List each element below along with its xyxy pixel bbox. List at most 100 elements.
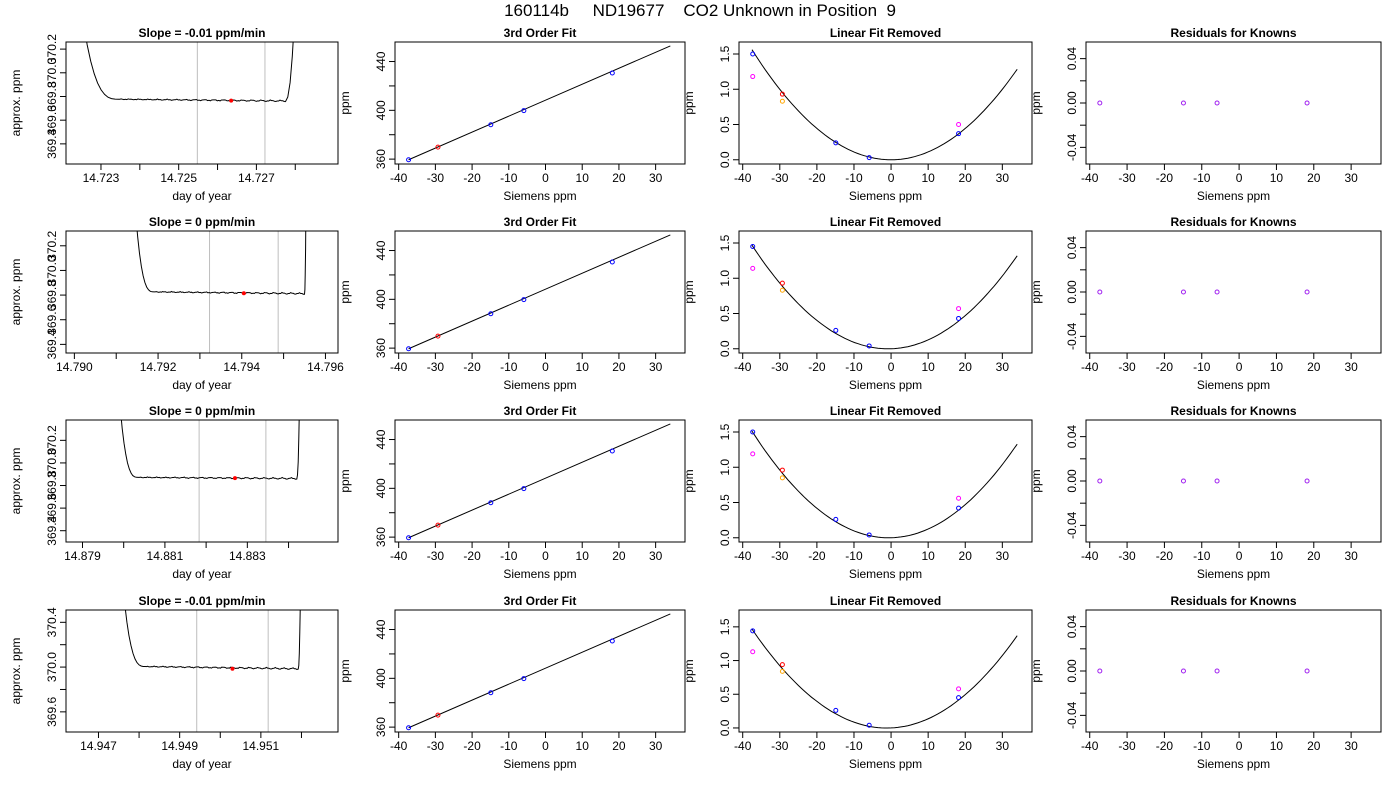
data-point-purple (1180, 478, 1186, 484)
x-axis-label: Siemens ppm (849, 189, 922, 203)
x-tick-label: 10 (576, 739, 590, 753)
x-tick-label: -40 (1081, 549, 1099, 563)
panel-title: Linear Fit Removed (830, 404, 941, 418)
y-tick-label: 370.0 (45, 255, 59, 285)
x-tick-label: 14.727 (238, 171, 275, 185)
x-tick-label: -40 (390, 549, 408, 563)
x-tick-label: -40 (1081, 360, 1099, 374)
x-axis-label: Siemens ppm (1197, 378, 1270, 392)
y-tick-label: 370.2 (45, 34, 59, 64)
y-tick-label: 370.2 (45, 425, 59, 455)
trace-line (120, 420, 300, 480)
y-tick-label: 400 (374, 289, 388, 309)
y-axis-label: ppm (1029, 469, 1043, 492)
x-tick-label: 30 (996, 360, 1010, 374)
x-tick-label: -30 (771, 171, 789, 185)
y-tick-label: 0.5 (718, 686, 732, 703)
data-point-blue (956, 315, 962, 321)
x-tick-label: -20 (808, 360, 826, 374)
plot-frame (738, 609, 1033, 733)
data-point-magenta (956, 122, 962, 128)
data-point-red (435, 712, 441, 718)
x-tick-label: 30 (1344, 171, 1358, 185)
y-axis-label: approx. ppm (9, 259, 23, 326)
data-point-blue (521, 486, 527, 492)
x-tick-label: -10 (500, 549, 518, 563)
data-point-blue (833, 327, 839, 333)
data-point-magenta (750, 265, 756, 271)
x-tick-label: -30 (771, 549, 789, 563)
x-tick-label: 30 (649, 171, 663, 185)
y-tick-label: 1.5 (718, 423, 732, 440)
x-tick-label: 0 (888, 360, 895, 374)
x-tick-label: 0 (542, 360, 549, 374)
x-tick-label: -10 (1193, 549, 1211, 563)
y-tick-label: 360 (374, 338, 388, 358)
data-point-blue (406, 157, 412, 163)
x-tick-label: -40 (734, 549, 752, 563)
y-axis-label: ppm (1029, 280, 1043, 303)
panel-3-row-4: Linear Fit Removed Siemens ppm ppm -40 -30 -2… (682, 594, 1033, 771)
x-tick-label: 0 (542, 549, 549, 563)
y-tick-label: 360 (374, 149, 388, 169)
plot-frame (738, 230, 1033, 354)
y-axis-label: ppm (682, 91, 696, 114)
y-tick-label: 0.5 (718, 305, 732, 322)
x-tick-label: -10 (500, 171, 518, 185)
panel-title: Slope = -0.01 ppm/min (138, 594, 265, 608)
x-tick-label: 10 (576, 171, 590, 185)
average-marker (241, 291, 246, 296)
y-tick-label: 369.8 (45, 280, 59, 310)
data-point-red (435, 333, 441, 339)
x-tick-label: 20 (1307, 171, 1321, 185)
data-point-magenta (956, 495, 962, 501)
trace-line (124, 610, 301, 671)
x-tick-label: -40 (734, 360, 752, 374)
x-tick-label: -10 (845, 360, 863, 374)
plot-area (1097, 478, 1310, 484)
data-point-blue (750, 51, 756, 57)
x-axis-label: Siemens ppm (503, 189, 576, 203)
plot-frame (65, 41, 339, 165)
x-tick-label: -20 (463, 171, 481, 185)
fit-curve (751, 628, 1018, 729)
data-point-magenta (956, 686, 962, 692)
data-point-blue (488, 122, 494, 128)
data-point-purple (1214, 289, 1220, 295)
y-tick-label: 0.5 (718, 494, 732, 511)
y-tick-label: -0.04 (1065, 133, 1079, 161)
plot-frame (1085, 230, 1382, 354)
y-tick-label: 400 (374, 668, 388, 688)
x-tick-label: -40 (390, 360, 408, 374)
data-point-purple (1214, 478, 1220, 484)
y-tick-label: 370.0 (45, 652, 59, 682)
x-tick-label: -20 (1156, 171, 1174, 185)
data-point-blue (833, 140, 839, 146)
fit-curve (751, 244, 1018, 350)
x-tick-label: 14.792 (140, 360, 177, 374)
data-point-magenta (956, 306, 962, 312)
y-axis-label: approx. ppm (9, 638, 23, 705)
panel-title: Residuals for Knowns (1170, 404, 1296, 418)
y-axis-label: ppm (1029, 659, 1043, 682)
fit-curve (751, 430, 1018, 539)
x-tick-label: 14.949 (161, 739, 198, 753)
x-tick-label: 14.796 (307, 360, 344, 374)
x-tick-label: -10 (1193, 360, 1211, 374)
x-axis-label: day of year (172, 378, 231, 392)
y-tick-label: 1.5 (718, 234, 732, 251)
y-tick-label: 400 (374, 478, 388, 498)
plot-frame (394, 609, 686, 733)
data-point-blue (609, 638, 615, 644)
fit-line (408, 45, 671, 161)
x-tick-label: 0 (542, 171, 549, 185)
x-tick-label: -20 (463, 549, 481, 563)
x-tick-label: -20 (808, 171, 826, 185)
x-tick-label: 10 (921, 739, 935, 753)
x-tick-label: 20 (959, 360, 973, 374)
y-tick-label: 0.0 (718, 529, 732, 546)
data-point-red (435, 522, 441, 528)
x-tick-label: -30 (427, 549, 445, 563)
plot-area (750, 244, 1018, 350)
x-tick-label: -10 (1193, 739, 1211, 753)
